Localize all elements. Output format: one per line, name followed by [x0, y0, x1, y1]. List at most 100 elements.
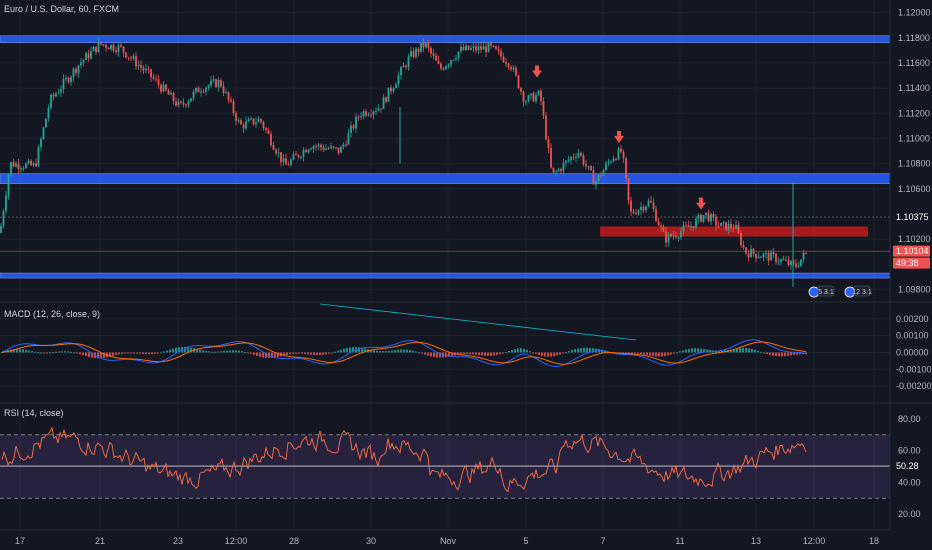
candle-body [345, 144, 347, 146]
macd-hist-bar [310, 352, 312, 355]
candle-body [780, 259, 782, 262]
macd-hist-bar [739, 348, 741, 353]
candle-body [22, 168, 25, 170]
candle-body [450, 60, 452, 65]
candle-body [742, 245, 745, 248]
macd-hist-bar [457, 352, 459, 355]
macd-hist-bar [226, 350, 228, 353]
candle-body [497, 49, 500, 51]
price-axis[interactable]: 1.12000 1.11800 1.11600 1.11400 1.11200 1.110… [889, 0, 932, 530]
time-label: 5 [523, 536, 528, 546]
macd-hist-bar [418, 352, 420, 354]
rsi-tick-label: 20.00 [898, 509, 921, 519]
candle-body [490, 43, 492, 46]
macd-hist-bar [340, 349, 342, 353]
macd-hist-bar [472, 352, 474, 355]
candle-body [167, 90, 170, 95]
macd-hist-bar [757, 350, 759, 353]
price-pane[interactable]: 5 3.1 12 3.1 [0, 35, 891, 298]
macd-hist-bar [34, 351, 36, 353]
candle-body [510, 66, 512, 70]
macd-hist-bar [445, 352, 447, 358]
macd-hist-bar [766, 352, 768, 354]
candle-body [315, 146, 317, 148]
macd-hist-bar [604, 350, 606, 353]
candle-body [397, 75, 400, 85]
candle-body [65, 78, 67, 80]
candle-body [50, 94, 52, 109]
candle-body [730, 223, 732, 229]
macd-hist-bar [769, 352, 771, 355]
candle-body [525, 101, 527, 103]
candle-body [275, 149, 277, 154]
candle-body [190, 98, 192, 102]
candle-body [712, 214, 715, 217]
candle-body [467, 45, 470, 50]
candle-body [500, 50, 502, 57]
candle-body [570, 157, 572, 161]
rsi-pane[interactable]: RSI (14, close) [0, 408, 890, 499]
candle-body [240, 120, 242, 125]
arrow-down-icon [532, 70, 542, 78]
candle-body [700, 214, 702, 222]
macd-hist-bar [466, 352, 468, 355]
candle-body [72, 68, 75, 78]
candle-body [512, 67, 515, 70]
candle-body [220, 80, 222, 87]
macd-hist-bar [574, 349, 576, 353]
macd-hist-bar [19, 348, 21, 353]
candle-body [202, 91, 205, 93]
macd-hist-bar [307, 352, 309, 355]
candle-body [445, 66, 447, 70]
candle-body [437, 60, 440, 64]
divergence-trendline [319, 303, 637, 341]
time-axis[interactable]: 17 21 23 12:00 28 30 Nov 5 7 11 13 12:00 18 [0, 529, 932, 550]
macd-hist-bar [13, 348, 15, 353]
candle-body [492, 45, 495, 47]
macd-hist-bar [262, 352, 264, 358]
last-price-tag-bg [893, 245, 930, 257]
macd-hist-bar [538, 352, 540, 355]
candle-body [7, 174, 10, 196]
candle-body [292, 154, 295, 160]
macd-hist-bar [763, 352, 765, 354]
candle-body [0, 225, 2, 233]
candle-body [80, 62, 82, 66]
macd-pane[interactable]: MACD (12, 26, close, 9) [1, 303, 807, 367]
candle-body [720, 222, 722, 226]
candle-body [587, 166, 590, 168]
macd-hist-bar [361, 347, 363, 353]
candle-body [647, 200, 650, 207]
candle-body [122, 46, 125, 53]
candle-body [505, 62, 507, 64]
macd-hist-bar [187, 347, 189, 353]
candle-body [225, 92, 227, 94]
candle-body [272, 145, 275, 150]
candle-body [62, 78, 65, 90]
macd-hist-bar [112, 352, 114, 356]
macd-hist-bar [319, 352, 321, 356]
macd-hist-bar [487, 352, 489, 356]
macd-hist-bar [55, 351, 57, 353]
price-tick-label: 1.11400 [898, 83, 930, 93]
macd-hist-bar [85, 352, 87, 357]
candle-body [705, 212, 707, 216]
macd-hist-bar [349, 347, 351, 353]
candle-body [372, 111, 375, 115]
candle-body [85, 53, 87, 60]
macd-hist-bar [283, 352, 285, 356]
candle-body [640, 206, 642, 211]
candle-body [477, 46, 480, 51]
macd-hist-bar [97, 352, 99, 359]
macd-hist-bar [667, 352, 669, 356]
candle-body [787, 260, 790, 266]
macd-hist-bar [130, 352, 132, 354]
candle-body [130, 57, 132, 59]
candle-body [672, 235, 675, 237]
arrow-shaft [535, 65, 539, 71]
candle-body [610, 161, 612, 163]
macd-hist-bar [745, 348, 747, 353]
candle-body [755, 253, 757, 258]
candle-body [727, 223, 730, 231]
